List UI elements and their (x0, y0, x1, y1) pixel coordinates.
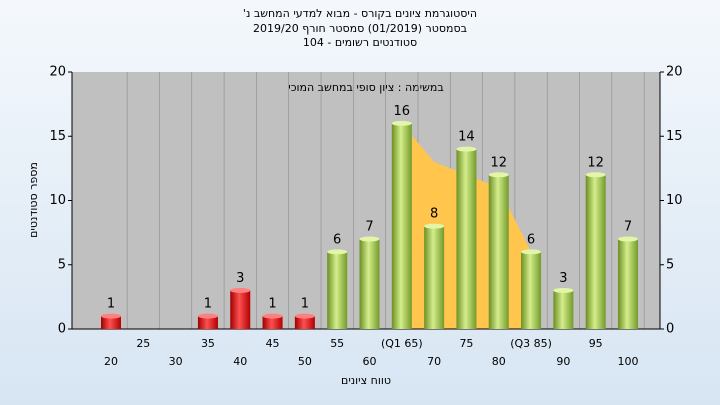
y-tick-label: 5 (58, 257, 66, 272)
annotation: במשימה : ציון סופי במחשב המוכי (288, 81, 443, 94)
bar-cap (359, 236, 380, 242)
bar (359, 239, 380, 329)
x-tick-label: 50 (298, 355, 312, 368)
x-tick-label: 40 (233, 355, 247, 368)
bar (101, 316, 121, 329)
x-tick-label: 60 (363, 355, 377, 368)
y-tick-label: 20 (49, 65, 66, 80)
x-tick-label: 80 (492, 355, 506, 368)
bar (262, 316, 283, 329)
x-tick-label: (Q1 65) (381, 337, 423, 350)
bar (424, 226, 445, 329)
bar (294, 316, 315, 329)
y-axis-label: מספר סטודנטים (27, 162, 40, 238)
bar (553, 290, 574, 329)
y2-tick-label: 20 (666, 65, 683, 80)
x-tick-label: 30 (169, 355, 183, 368)
bar (391, 123, 412, 330)
bar-cap (553, 287, 574, 293)
bar-cap (585, 172, 606, 178)
y2-tick-label: 0 (666, 322, 674, 337)
value-label: 6 (333, 232, 341, 247)
bar-cap (456, 146, 477, 152)
bar-cap (488, 172, 509, 178)
x-tick-label: 35 (201, 337, 215, 350)
value-label: 12 (587, 155, 604, 170)
value-label: 3 (559, 271, 567, 286)
bar (521, 251, 542, 329)
value-label: 1 (301, 297, 309, 312)
bar (585, 174, 606, 329)
x-tick-label: 70 (427, 355, 441, 368)
bar-cap (391, 120, 412, 126)
bar-cap (294, 313, 315, 319)
x-tick-label: 20 (104, 355, 118, 368)
value-label: 14 (458, 130, 475, 145)
x-axis-label: טווח ציונים (341, 374, 391, 387)
bar-cap (424, 223, 445, 229)
y-tick-label: 0 (58, 322, 66, 337)
bar-cap (262, 313, 283, 319)
bar-cap (327, 249, 348, 255)
x-tick-label: (Q3 85) (510, 337, 552, 350)
value-label: 1 (204, 297, 212, 312)
bar-cap (101, 313, 121, 319)
y2-tick-label: 5 (666, 257, 674, 272)
x-tick-label: 95 (589, 337, 603, 350)
x-tick-label: 100 (618, 355, 639, 368)
value-label: 8 (430, 207, 438, 222)
y-tick-label: 15 (49, 129, 66, 144)
y2-tick-label: 15 (666, 129, 683, 144)
value-label: 16 (394, 104, 411, 119)
bar (488, 174, 509, 329)
bar-cap (521, 249, 542, 255)
value-label: 7 (624, 220, 632, 235)
bar-cap (618, 236, 638, 242)
value-label: 1 (107, 297, 115, 312)
chart-subtitle: סטודנטים רשומים - 104 (303, 36, 417, 49)
x-tick-label: 75 (459, 337, 473, 350)
y2-tick-label: 10 (666, 193, 683, 208)
bar (197, 316, 218, 329)
bar (230, 290, 251, 329)
bar-cap (197, 313, 218, 319)
value-label: 6 (527, 232, 535, 247)
bar (327, 251, 348, 329)
value-label: 1 (268, 297, 276, 312)
value-label: 3 (236, 271, 244, 286)
y-tick-label: 10 (49, 193, 66, 208)
value-label: 7 (365, 220, 373, 235)
bar (456, 149, 477, 329)
x-tick-label: 45 (266, 337, 280, 350)
x-tick-label: 90 (556, 355, 570, 368)
chart-title: היסטוגרמת ציונים בקורס - מבוא למדעי המחש… (243, 7, 477, 20)
x-tick-label: 55 (330, 337, 344, 350)
bar-cap (230, 287, 251, 293)
value-label: 12 (490, 155, 507, 170)
x-tick-label: 25 (136, 337, 150, 350)
chart-subtitle: בסמסטר (01/2019) סמסטר חורף 2019/20 (253, 22, 467, 35)
bar (618, 239, 638, 329)
